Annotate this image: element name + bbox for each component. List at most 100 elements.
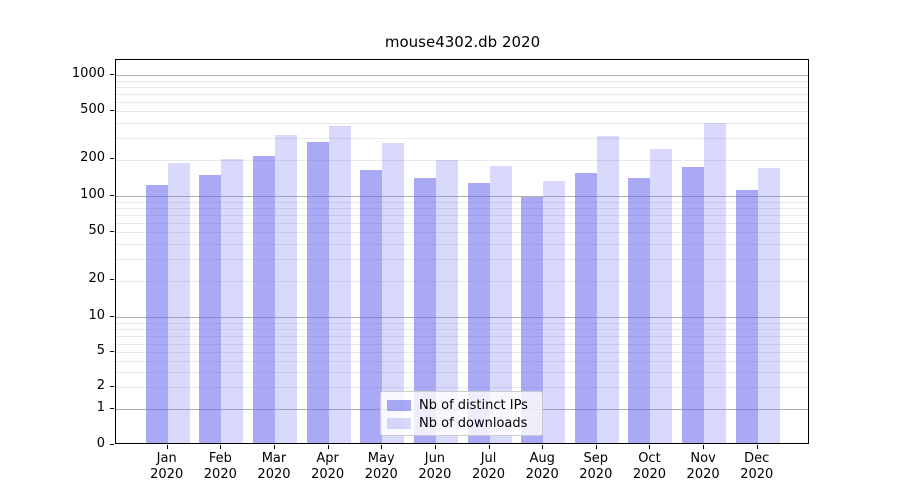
bar-distinct-ips-jan	[145, 184, 168, 443]
x-tick-label-nov: Nov 2020	[676, 451, 730, 483]
y-tick-mark-1	[110, 408, 114, 409]
y-tick-label-200: 200	[80, 150, 105, 165]
bar-distinct-ips-dec	[735, 190, 758, 443]
bar-downloads-dec	[757, 167, 780, 443]
gridline-minor-90	[116, 201, 808, 203]
x-tick-year: 2020	[525, 467, 559, 482]
x-tick-year: 2020	[740, 467, 774, 482]
bar-distinct-ips-oct	[628, 178, 651, 443]
y-tick-label-10: 10	[88, 308, 105, 323]
gridline-minor-300	[116, 138, 808, 140]
bar-downloads-sep	[596, 136, 619, 443]
y-tick-label-5: 5	[96, 343, 105, 358]
bar-downloads-aug	[543, 181, 566, 443]
y-tick-label-50: 50	[88, 223, 105, 238]
x-tick-label-oct: Oct 2020	[622, 451, 676, 483]
chart-title: mouse4302.db 2020	[384, 33, 541, 51]
bar-downloads-may	[382, 142, 405, 443]
bar-distinct-ips-aug	[521, 196, 544, 443]
x-tick-mark-dec	[756, 445, 758, 449]
bar-downloads-jul	[489, 165, 512, 443]
gridline-major-1000	[116, 75, 808, 76]
y-tick-label-100: 100	[80, 187, 105, 202]
legend-label: Nb of distinct IPs	[419, 397, 528, 413]
gridline-minor-70	[116, 214, 808, 216]
y-tick-mark-200	[110, 158, 114, 159]
y-tick-label-2: 2	[96, 378, 105, 393]
gridline-minor-700	[116, 93, 808, 95]
gridline-minor-900	[116, 80, 808, 82]
gridline-minor-7	[116, 336, 808, 337]
bar-distinct-ips-sep	[574, 172, 597, 443]
x-tick-mark-jun	[434, 445, 436, 449]
gridline-minor-40	[116, 244, 808, 246]
x-tick-year: 2020	[632, 467, 666, 482]
x-tick-year: 2020	[203, 467, 237, 482]
gridline-minor-80	[116, 207, 808, 209]
gridline-major-10	[116, 317, 808, 318]
bar-distinct-ips-mar	[252, 156, 275, 443]
gridline-minor-60	[116, 222, 808, 224]
legend-item: Nb of downloads	[387, 414, 534, 432]
x-tick-mark-mar	[273, 445, 275, 449]
legend-item: Nb of distinct IPs	[387, 396, 534, 414]
x-tick-mark-feb	[220, 445, 222, 449]
gridline-minor-400	[116, 123, 808, 125]
y-tick-mark-0	[110, 444, 114, 445]
bar-downloads-nov	[704, 123, 727, 443]
gridline-minor-500	[116, 111, 808, 113]
x-tick-label-mar: Mar 2020	[247, 451, 301, 483]
gridline-minor-30	[116, 259, 808, 261]
y-tick-mark-10	[110, 316, 114, 317]
x-tick-mark-nov	[703, 445, 705, 449]
gridline-minor-800	[116, 86, 808, 88]
y-tick-mark-500	[110, 110, 114, 111]
x-tick-year: 2020	[579, 467, 613, 482]
legend-label: Nb of downloads	[419, 415, 528, 431]
x-tick-mark-sep	[595, 445, 597, 449]
x-tick-label-dec: Dec 2020	[730, 451, 784, 483]
y-tick-mark-50	[110, 231, 114, 232]
gridline-minor-600	[116, 101, 808, 103]
x-tick-year: 2020	[150, 467, 184, 482]
x-tick-mark-apr	[327, 445, 329, 449]
x-tick-label-feb: Feb 2020	[193, 451, 247, 483]
bar-distinct-ips-feb	[199, 175, 222, 443]
x-tick-label-jun: Jun 2020	[408, 451, 462, 483]
bar-downloads-jun	[435, 159, 458, 443]
legend-swatch-distinct-ips	[387, 399, 411, 411]
x-tick-label-jan: Jan 2020	[140, 451, 194, 483]
x-tick-year: 2020	[471, 467, 506, 482]
y-tick-mark-2	[110, 386, 114, 387]
x-tick-mark-jul	[488, 445, 490, 449]
y-tick-mark-20	[110, 279, 114, 280]
x-tick-label-jul: Jul 2020	[462, 451, 516, 483]
gridline-minor-9	[116, 323, 808, 324]
plot-area	[115, 59, 809, 444]
bar-downloads-feb	[221, 158, 244, 443]
y-tick-mark-5	[110, 351, 114, 352]
x-tick-mark-oct	[649, 445, 651, 449]
y-tick-label-1000: 1000	[71, 66, 105, 81]
x-tick-mark-aug	[542, 445, 544, 449]
gridline-minor-20	[116, 280, 808, 282]
gridline-major-100	[116, 196, 808, 197]
x-tick-year: 2020	[257, 467, 291, 482]
legend-swatch-downloads	[387, 417, 411, 429]
gridline-minor-50	[116, 232, 808, 234]
y-tick-label-1: 1	[96, 400, 105, 415]
bar-distinct-ips-jul	[467, 183, 490, 443]
gridline-minor-8	[116, 329, 808, 330]
y-tick-mark-1000	[110, 74, 114, 75]
x-tick-mark-jan	[166, 445, 168, 449]
y-tick-label-500: 500	[80, 102, 105, 117]
gridline-minor-200	[116, 159, 808, 161]
x-tick-label-aug: Aug 2020	[515, 451, 569, 483]
x-tick-year: 2020	[311, 467, 345, 482]
y-tick-label-0: 0	[96, 436, 105, 451]
legend: Nb of distinct IPs Nb of downloads	[380, 391, 543, 436]
x-tick-year: 2020	[418, 467, 452, 482]
x-tick-mark-may	[381, 445, 383, 449]
bar-downloads-mar	[274, 134, 297, 443]
